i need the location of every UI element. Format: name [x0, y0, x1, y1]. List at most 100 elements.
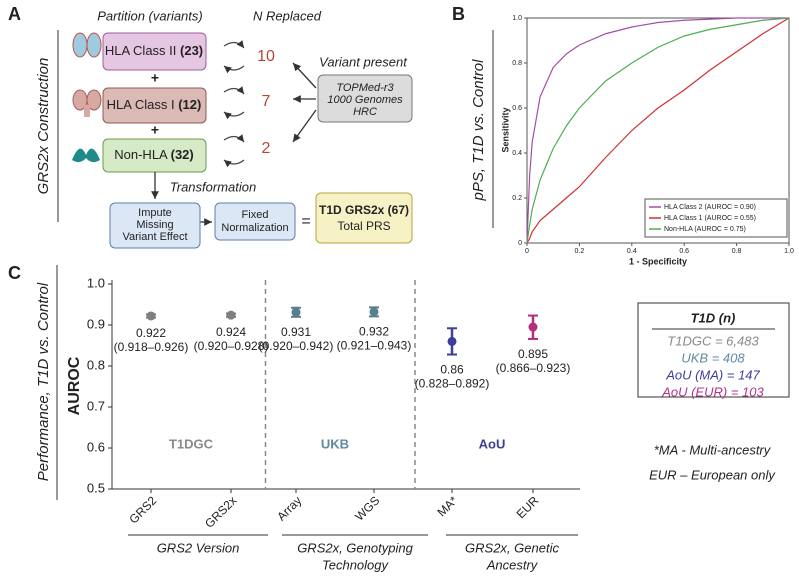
- legend-label: HLA Class 2 (AUROC = 0.90): [664, 204, 756, 211]
- replaced: 10: [257, 48, 275, 65]
- y-tick-label: 0.7: [87, 398, 105, 413]
- plus: +: [151, 70, 159, 86]
- y-tick-label: 0.2: [512, 195, 522, 202]
- legend-title: T1D (n): [691, 310, 736, 325]
- box: [315, 192, 413, 244]
- box-label: Missing: [136, 219, 173, 231]
- value-label: 0.932: [359, 325, 389, 339]
- icons: [72, 32, 102, 163]
- x-tick-label: GRS2x: [202, 493, 239, 530]
- group-name: T1DGC: [169, 436, 214, 451]
- box: [102, 32, 207, 71]
- ci-label: (0.920–0.942): [259, 339, 334, 353]
- y-tick-label: 0: [518, 240, 522, 247]
- x-tick-label: EUR: [514, 493, 542, 521]
- x-tick-label: GRS2: [126, 493, 159, 526]
- side-title: pPS, T1D vs. Control: [470, 59, 487, 202]
- y-tick-label: 0.6: [87, 439, 105, 454]
- header: Partition (variants): [97, 8, 202, 23]
- y-tick-label: 0.9: [87, 316, 105, 331]
- value-label: 0.895: [518, 347, 548, 361]
- box-label: HLA Class II (23): [105, 43, 203, 58]
- value-label: 0.931: [281, 325, 311, 339]
- x-tick-label: WGS: [352, 493, 382, 523]
- ci-label: (0.866–0.923): [496, 361, 571, 375]
- panel-label: A: [8, 4, 21, 24]
- group-caption: GRS2x, Genetic: [465, 540, 559, 555]
- point: [528, 322, 538, 332]
- y-tick-label: 0.5: [87, 480, 105, 495]
- legend-entry: UKB = 408: [681, 350, 745, 365]
- box-label: Variant Effect: [122, 231, 187, 243]
- box: [109, 202, 201, 249]
- legend-label: Non-HLA (AUROC = 0.75): [664, 226, 746, 233]
- box-label: HLA Class I (12): [107, 97, 202, 112]
- y-tick-label: 1.0: [512, 15, 522, 22]
- x-tick-label: Array: [274, 493, 304, 523]
- value-label: 0.924: [216, 325, 246, 339]
- point: [226, 310, 236, 320]
- replaced: 7: [262, 93, 271, 110]
- y-tick-label: 0.8: [512, 60, 522, 67]
- y-tick-label: 0.4: [512, 150, 522, 157]
- group-caption: Technology: [322, 557, 390, 572]
- value-label: 0.86: [440, 363, 464, 377]
- roc-curve: [526, 17, 790, 244]
- point: [291, 307, 301, 317]
- ci-label: (0.921–0.943): [337, 339, 412, 353]
- legend-entry: T1DGC = 6,483: [667, 333, 759, 348]
- x-tick-label: 0: [525, 248, 529, 255]
- y-tick-label: 0.6: [512, 105, 522, 112]
- x-tick-label: 0.6: [679, 248, 689, 255]
- group-caption: Ancestry: [486, 557, 539, 572]
- legend-label: HLA Class 1 (AUROC = 0.55): [664, 215, 756, 222]
- box: [102, 87, 207, 124]
- legend-box: [644, 198, 788, 238]
- side-title: GRS2x Construction: [35, 58, 52, 195]
- point: [369, 307, 379, 317]
- footnote: *MA - Multi-ancestry: [654, 442, 772, 457]
- ci-label: (0.918–0.926): [114, 340, 189, 354]
- box-label: HRC: [353, 106, 377, 118]
- note: Variant present: [319, 54, 408, 69]
- x-tick-label: 0.8: [732, 248, 742, 255]
- side-title: Performance, T1D vs. Control: [35, 282, 52, 481]
- panel-label: C: [8, 263, 21, 283]
- footnote: EUR – European only: [649, 467, 776, 482]
- axis-title: 1 - Specificity: [629, 256, 687, 266]
- legend-box: [637, 302, 790, 398]
- axis-title: Sensitivity: [500, 107, 510, 152]
- group-caption: GRS2 Version: [157, 540, 240, 555]
- box-label: Non-HLA (32): [114, 147, 194, 162]
- ci-label: (0.828–0.892): [415, 377, 490, 391]
- ci-label: (0.920–0.928): [194, 339, 269, 353]
- plus: +: [151, 122, 159, 138]
- arrows: [151, 62, 317, 226]
- point: [447, 336, 457, 346]
- x-tick-label: 0.4: [627, 248, 637, 255]
- box-label: Fixed: [242, 209, 269, 221]
- y-tick-label: 1.0: [87, 275, 105, 290]
- x-tick-label: 0.2: [575, 248, 585, 255]
- equals: =: [301, 213, 310, 230]
- box-label: T1D GRS2x (67): [319, 203, 409, 217]
- point: [146, 311, 156, 321]
- group-name: UKB: [321, 436, 349, 451]
- group-caption: GRS2x, Genotyping: [297, 540, 413, 555]
- roc-curve: [526, 17, 790, 244]
- box-label: Impute: [138, 207, 172, 219]
- box: [214, 202, 296, 241]
- axis-title: AUROC: [66, 356, 83, 415]
- box-label: 1000 Genomes: [327, 94, 403, 106]
- y-tick-label: 0.8: [87, 357, 105, 372]
- x-tick-label: 1.0: [784, 248, 794, 255]
- box-label: Normalization: [221, 222, 288, 234]
- legend-entry: AoU (MA) = 147: [665, 367, 760, 382]
- legend-entry: AoU (EUR) = 103: [661, 384, 764, 399]
- box-label: TOPMed-r3: [336, 82, 394, 94]
- plot-frame: [526, 17, 790, 244]
- cycle-arrows: [223, 40, 245, 168]
- x-tick-label: MA*: [434, 493, 460, 519]
- group-name: AoU: [479, 436, 506, 451]
